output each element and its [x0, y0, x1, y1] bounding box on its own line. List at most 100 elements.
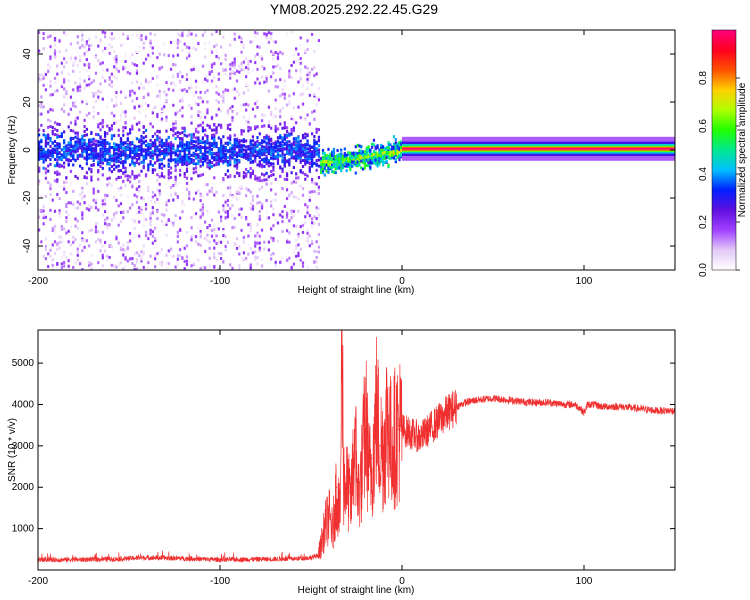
heatmap-cell — [110, 218, 113, 222]
heatmap-cell — [90, 152, 93, 156]
heatmap-cell — [188, 159, 191, 163]
heatmap-cell — [272, 65, 275, 69]
heatmap-cell — [56, 161, 59, 165]
heatmap-cell — [270, 151, 273, 155]
heatmap-cell — [176, 144, 179, 148]
heatmap-cell — [220, 109, 223, 113]
heatmap-cell — [249, 201, 252, 205]
heatmap-cell — [163, 105, 166, 109]
heatmap-cell — [254, 125, 257, 129]
heatmap-cell — [122, 210, 125, 214]
heatmap-cell — [297, 184, 300, 188]
heatmap-cell — [174, 126, 177, 130]
heatmap-cell — [226, 186, 230, 190]
heatmap-cell — [85, 40, 88, 44]
heatmap-cell — [144, 230, 148, 234]
heatmap-cell — [72, 136, 75, 140]
heatmap-cell — [229, 76, 232, 80]
heatmap-cell — [122, 163, 125, 167]
heatmap-cell — [183, 143, 186, 147]
heatmap-cell — [260, 141, 264, 145]
heatmap-cell — [369, 167, 372, 171]
heatmap-cell — [256, 241, 259, 245]
heatmap-cell — [240, 139, 243, 143]
heatmap-cell — [126, 174, 129, 178]
heatmap-cell — [306, 81, 309, 85]
heatmap-cell — [44, 167, 48, 171]
heatmap-cell — [194, 162, 198, 166]
heatmap-cell — [101, 61, 104, 65]
heatmap-cell — [201, 160, 204, 164]
heatmap-cell — [265, 146, 268, 150]
heatmap-cell — [67, 143, 70, 147]
heatmap-cell — [103, 195, 107, 199]
heatmap-cell — [110, 45, 113, 49]
heatmap-cell — [172, 133, 175, 137]
heatmap-cell — [49, 45, 52, 49]
heatmap-cell — [149, 216, 152, 220]
heatmap-cell — [247, 84, 250, 88]
heatmap-cell — [94, 148, 98, 152]
heatmap-cell — [274, 106, 277, 110]
heatmap-cell — [240, 143, 243, 147]
heatmap-cell — [210, 229, 214, 233]
heatmap-cell — [301, 193, 305, 197]
heatmap-cell — [185, 154, 189, 158]
heatmap-cell — [233, 96, 236, 100]
heatmap-cell — [133, 156, 136, 160]
heatmap-cell — [176, 257, 179, 261]
heatmap-cell — [174, 175, 177, 179]
snr-y-tick-label: 5000 — [12, 358, 35, 369]
heatmap-cell — [222, 148, 225, 152]
snr-data-point — [375, 412, 378, 414]
heatmap-cell — [233, 57, 236, 61]
heatmap-cell — [49, 208, 52, 212]
colorbar: 0.00.20.40.60.8 Normalized spectral ampl… — [698, 29, 748, 277]
heatmap-cell — [90, 148, 93, 152]
snr-data-point — [335, 486, 338, 488]
heatmap-cell — [44, 158, 48, 162]
heatmap-cell — [352, 151, 356, 155]
heatmap-cell — [133, 174, 136, 178]
heatmap-cell — [176, 72, 179, 76]
heatmap-cell — [334, 158, 337, 162]
heatmap-cell — [38, 77, 41, 81]
heatmap-cell — [49, 108, 52, 112]
heatmap-cell — [185, 56, 189, 60]
heatmap-cell — [376, 144, 379, 148]
heatmap-cell — [290, 132, 293, 136]
heatmap-cell — [160, 263, 164, 267]
heatmap-cell — [272, 145, 275, 149]
heatmap-cell — [47, 135, 50, 139]
heatmap-cell — [194, 136, 198, 140]
heatmap-cell — [274, 78, 277, 82]
heatmap-cell — [308, 149, 311, 153]
heatmap-cell — [340, 167, 343, 171]
heatmap-cell — [99, 158, 102, 162]
heatmap-cell — [242, 152, 245, 156]
heatmap-cell — [317, 148, 321, 152]
heatmap-cell — [83, 240, 86, 244]
heatmap-cell — [49, 254, 52, 258]
heatmap-cell — [151, 46, 154, 50]
heatmap-cell — [51, 129, 54, 133]
snr-x-ticks: -200 -100 0 100 — [28, 330, 593, 587]
heatmap-cell — [247, 117, 250, 121]
heatmap-cell — [181, 200, 184, 204]
heatmap-cell — [85, 171, 88, 175]
heatmap-cell — [376, 146, 379, 150]
heatmap-cell — [160, 212, 164, 216]
heatmap-cell — [240, 64, 243, 68]
heatmap-cell — [160, 145, 164, 149]
snr-x-tick-label: 100 — [576, 576, 593, 587]
heatmap-cell — [163, 110, 166, 114]
heatmap-cell — [176, 162, 179, 166]
heatmap-cell — [119, 43, 123, 47]
heatmap-cell — [129, 153, 132, 157]
heatmap-cell — [345, 169, 348, 173]
heatmap-cell — [149, 223, 152, 227]
heatmap-cell — [51, 263, 54, 267]
heatmap-cell — [299, 68, 302, 72]
heatmap-cell — [235, 79, 239, 83]
heatmap-cell — [169, 152, 173, 156]
